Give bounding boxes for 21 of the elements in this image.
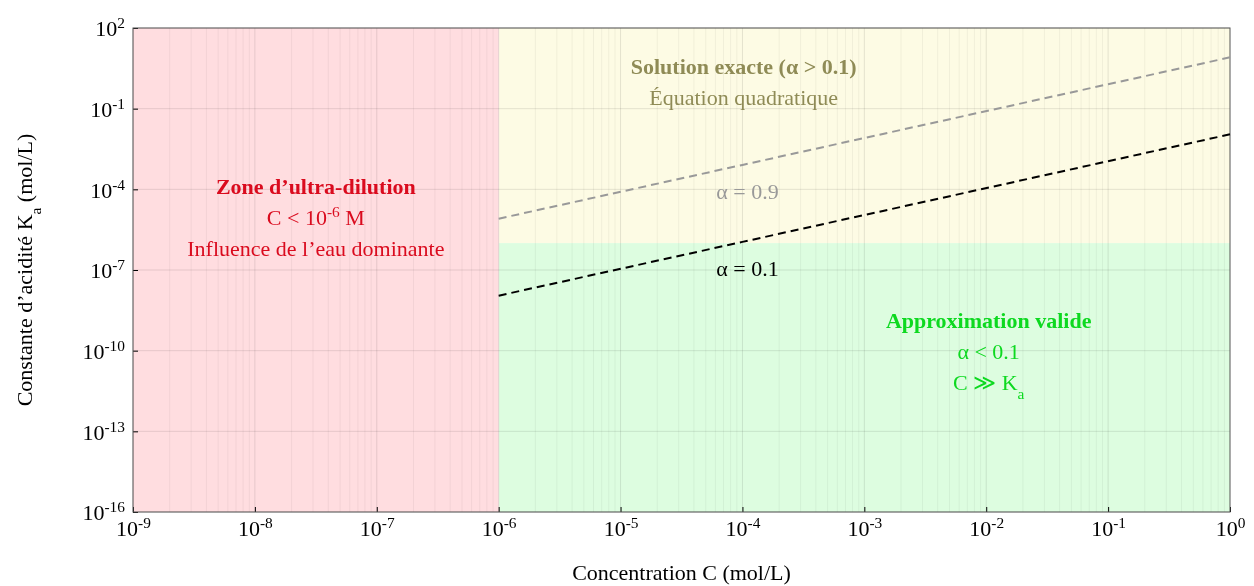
annotation: Approximation valide α < 0.1 C ≫ K$_{a}$ xyxy=(885,307,1092,402)
y-tick-label: 10$^{-10}$ xyxy=(82,336,126,364)
x-tick-label: 10$^{0}$ xyxy=(1215,513,1246,541)
y-tick-label: 10$^{-13}$ xyxy=(82,417,126,445)
series-label: α = 0.9 xyxy=(716,178,779,204)
x-tick-label: 10$^{-8}$ xyxy=(237,513,274,541)
x-tick-label: 10$^{-4}$ xyxy=(725,513,761,541)
series-label: α = 0.1 xyxy=(716,255,779,281)
y-tick-label: 10$^{-4}$ xyxy=(90,175,126,203)
annotation: Zone d’ultra-dilution C < 10$^{-6}$ M Influence de l’eau dominante xyxy=(187,173,445,261)
x-tick-label: 10$^{-7}$ xyxy=(359,513,395,541)
x-axis-title: Concentration C (mol/L) xyxy=(572,560,791,585)
x-tick-label: 10$^{-6}$ xyxy=(481,513,517,541)
annotation: Solution exacte (α > 0.1) Équation quadratique xyxy=(630,54,857,111)
y-tick-label: 10$^{-1}$ xyxy=(90,94,125,122)
x-tick-label: 10$^{-5}$ xyxy=(603,513,639,541)
x-tick-label: 10$^{-1}$ xyxy=(1091,513,1127,541)
y-tick-label: 10$^{2}$ xyxy=(95,13,125,42)
x-tick-label: 10$^{-2}$ xyxy=(969,513,1005,541)
x-tick-label: 10$^{-3}$ xyxy=(847,513,883,541)
y-tick-label: 10$^{-7}$ xyxy=(90,255,126,284)
